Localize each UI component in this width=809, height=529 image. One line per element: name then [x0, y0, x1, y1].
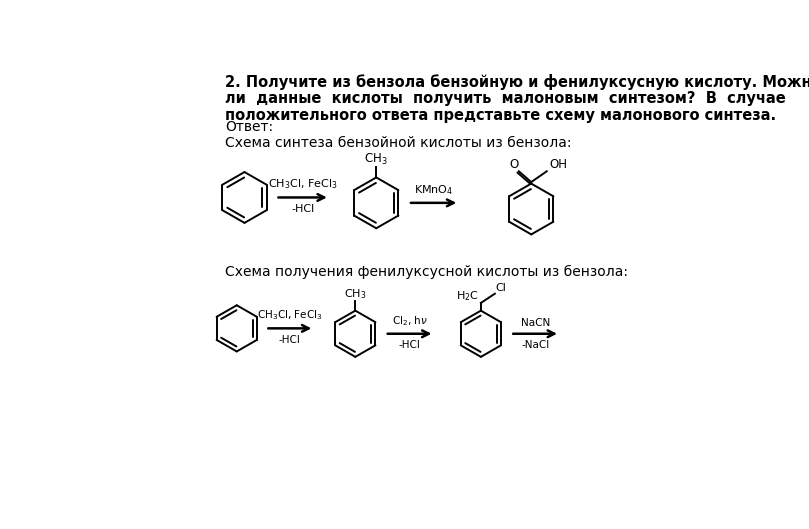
Text: -HCl: -HCl — [399, 340, 421, 350]
Text: CH$_3$Cl, FeCl$_3$: CH$_3$Cl, FeCl$_3$ — [257, 308, 323, 322]
Text: ли  данные  кислоты  получить  малоновым  синтезом?  В  случае: ли данные кислоты получить малоновым син… — [225, 91, 786, 106]
Text: Ответ:: Ответ: — [225, 121, 273, 134]
Text: Cl: Cl — [496, 283, 506, 293]
Text: NaCN: NaCN — [520, 317, 550, 327]
Text: 2. Получите из бензола бензойную и фенилуксусную кислоту. Можно: 2. Получите из бензола бензойную и фенил… — [225, 74, 809, 90]
Text: положительного ответа представьте схему малонового синтеза.: положительного ответа представьте схему … — [225, 108, 777, 123]
Text: O: O — [510, 158, 519, 170]
Text: CH$_3$: CH$_3$ — [344, 287, 366, 300]
Text: KMnO$_4$: KMnO$_4$ — [414, 183, 453, 197]
Text: Схема получения фенилуксусной кислоты из бензола:: Схема получения фенилуксусной кислоты из… — [225, 264, 628, 279]
Text: CH$_3$Cl, FeCl$_3$: CH$_3$Cl, FeCl$_3$ — [268, 178, 337, 191]
Text: OH: OH — [549, 158, 567, 170]
Text: -HCl: -HCl — [279, 334, 301, 344]
Text: CH$_3$: CH$_3$ — [364, 152, 388, 167]
Text: Схема синтеза бензойной кислоты из бензола:: Схема синтеза бензойной кислоты из бензо… — [225, 136, 572, 150]
Text: Cl$_2$, h$\nu$: Cl$_2$, h$\nu$ — [392, 314, 427, 327]
Text: -NaCl: -NaCl — [521, 340, 549, 350]
Text: H$_2$C: H$_2$C — [456, 289, 479, 303]
Text: -HCl: -HCl — [291, 204, 314, 214]
